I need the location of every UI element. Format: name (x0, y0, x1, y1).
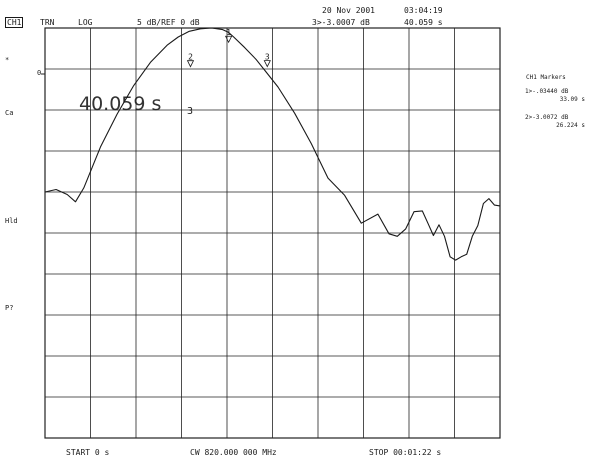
side-hld-label: Hld (5, 217, 18, 225)
active-marker-number: 3 (187, 106, 194, 117)
format-label: TRN (40, 18, 55, 27)
marker-2-symbol (186, 60, 195, 68)
date-label: 20 Nov 2001 (322, 6, 375, 15)
trace-line (44, 27, 501, 261)
marker-time-readout: 40.059 s (404, 18, 443, 27)
marker-2-value: 2>-3.0072 dB (525, 114, 569, 121)
reference-level-label: 0 (37, 69, 42, 77)
active-marker-readout: 40.059 s (79, 93, 162, 115)
marker-panel-title: CH1 Markers (526, 74, 566, 81)
scale-label: 5 dB/REF 0 dB (137, 18, 200, 27)
marker-1-label: 1 (226, 28, 231, 37)
marker-1-time: 33.09 s (559, 96, 585, 103)
marker-2-label: 2 (188, 53, 193, 62)
time-label: 03:04:19 (404, 6, 443, 15)
marker-3-symbol (263, 60, 271, 68)
marker-readout: 3>-3.0007 dB (312, 18, 370, 27)
cw-frequency-label: CW 820.000 000 MHz (190, 448, 277, 457)
channel-badge: CH1 (5, 17, 24, 28)
side-ca-label: Ca (5, 109, 14, 117)
marker-3-label: 3 (265, 53, 270, 62)
scale-type-label: LOG (78, 18, 93, 27)
stop-label: STOP 00:01:22 s (369, 448, 442, 457)
marker-2-time: 26.224 s (556, 122, 585, 129)
marker-1-value: 1>-.03440 dB (525, 88, 569, 95)
marker-1-symbol (224, 35, 233, 44)
side-pp-label: P? (5, 304, 14, 312)
start-label: START 0 s (66, 448, 110, 457)
side-star-label: * (5, 56, 10, 64)
